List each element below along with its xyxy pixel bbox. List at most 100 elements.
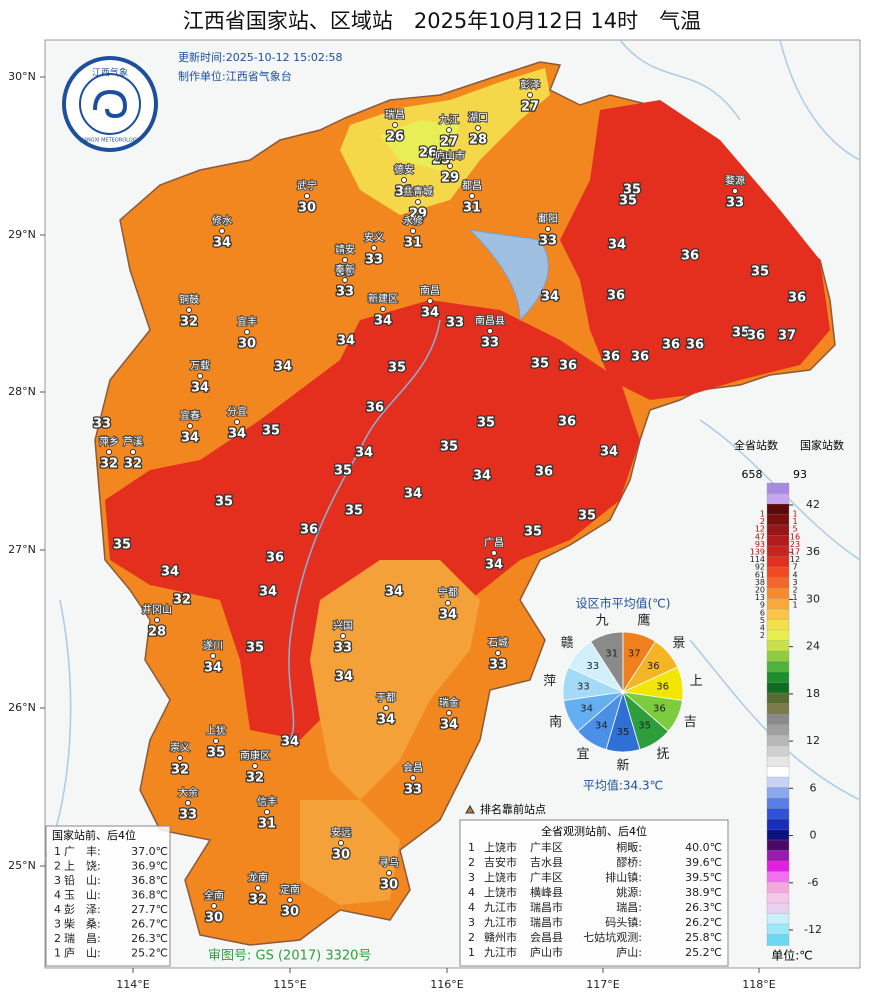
rank-cell: 25.2℃ (131, 947, 168, 960)
station-name: 鄱阳 (538, 212, 558, 225)
station-dot (244, 329, 250, 335)
legend-count: 17 (790, 548, 800, 557)
lon-label: 116°E (430, 978, 463, 991)
station-name: 靖安 (335, 243, 355, 256)
legend-swatch (766, 682, 790, 694)
legend-tick-label: 0 (810, 829, 817, 842)
legend-swatch (766, 514, 790, 526)
station-name: 铜鼓 (179, 293, 199, 306)
station-dot (392, 122, 398, 128)
legend-swatch (766, 566, 790, 579)
rank-marker-icon (465, 804, 475, 814)
station-name: 共青城 (403, 185, 433, 198)
station-dot (469, 193, 475, 199)
station-value: 35 (215, 495, 233, 510)
legend-header: 全省站数 (734, 438, 778, 452)
legend-swatch (766, 934, 790, 946)
legend-swatch (766, 661, 790, 673)
legend-unit: 单位:℃ (771, 948, 813, 963)
rank-cell: 瑞昌市 (530, 900, 563, 914)
station-name: 石城 (488, 637, 508, 649)
pie-value: 34 (580, 704, 593, 715)
legend-swatch (766, 587, 790, 600)
pie-label: 九 (596, 613, 609, 628)
legend-count: 6 (760, 608, 765, 617)
station-value: 34 (281, 735, 299, 750)
station-name: 瑞昌 (385, 109, 405, 121)
legend-header: 国家站数 (800, 438, 844, 452)
legend-swatch (766, 892, 790, 904)
legend-swatch (766, 818, 790, 831)
legend-swatch (766, 776, 790, 789)
legend-swatch (766, 839, 790, 852)
legend-count: 47 (755, 532, 765, 541)
station-value: 28 (469, 133, 487, 148)
station-dot (495, 650, 501, 656)
rank-marker-label: 排名靠前站点 (480, 802, 546, 816)
station-name: 万载 (190, 360, 210, 372)
legend-swatch (766, 724, 790, 736)
legend-tick-label: -6 (808, 876, 819, 889)
legend-swatch (766, 923, 790, 936)
legend-count: 92 (755, 563, 765, 572)
station-value: 25 (432, 153, 450, 168)
rank-cell: 36.8℃ (131, 889, 168, 902)
station-value: 36 (366, 401, 384, 416)
station-value: 27 (440, 135, 458, 150)
producer: 制作单位:江西省气象台 (178, 69, 292, 83)
rank-cell: 会昌县 (530, 931, 563, 944)
station-value: 30 (380, 878, 398, 893)
station-value: 34 (541, 290, 559, 305)
legend-swatch (766, 545, 790, 558)
rank-cell: 码头镇: (605, 915, 642, 929)
update-time: 更新时间:2025-10-12 15:02:58 (178, 50, 343, 64)
station-name: 龙南 (248, 871, 268, 884)
legend-swatch (766, 629, 790, 642)
station-value: 35 (524, 525, 542, 540)
pie-value: 34 (595, 721, 608, 732)
station-name: 分宜 (227, 405, 247, 418)
station-name: 修水 (212, 214, 232, 227)
station-name: 庐山市 (435, 149, 465, 162)
rank-cell: 26.7℃ (131, 918, 168, 931)
legend-swatch (766, 692, 790, 705)
cool-zone (380, 120, 460, 170)
station-value: 32 (249, 893, 267, 908)
station-value: 36 (300, 523, 318, 538)
river (288, 319, 441, 741)
legend-count: 114 (750, 555, 765, 564)
legend-swatch (766, 808, 790, 820)
station-dot (264, 809, 270, 815)
hot-zone (105, 300, 640, 740)
pie-label: 宜 (576, 747, 589, 762)
station-value: 34 (335, 670, 353, 685)
legend-tick-label: 30 (806, 592, 820, 605)
rank-cell: 3 (468, 916, 475, 929)
station-value: 33 (726, 196, 744, 211)
station-value: 34 (377, 713, 395, 728)
station-name: 武宁 (297, 179, 317, 192)
rank-cell: 九江市 (484, 945, 517, 959)
station-dot (340, 633, 346, 639)
pie-label: 南 (549, 714, 562, 730)
station-value: 33 (481, 336, 499, 351)
station-value: 29 (409, 207, 427, 222)
legend-tick-label: 12 (806, 734, 820, 747)
rank-cell: 九江市 (484, 915, 517, 929)
station-name: 奉新 (335, 263, 355, 276)
station-value: 33 (336, 265, 354, 280)
station-value: 35 (345, 504, 363, 519)
station-dot (446, 710, 452, 716)
station-value: 34 (337, 334, 355, 349)
station-value: 33 (404, 783, 422, 798)
pie-label: 抚 (656, 747, 669, 762)
rank-cell: 铅 山: (64, 873, 101, 887)
station-value: 33 (93, 417, 111, 432)
rank-cell: 玉 山: (64, 889, 101, 902)
rank-cell: 2 (54, 860, 61, 873)
station-dot (186, 307, 192, 313)
rank-cell: 4 (54, 903, 61, 916)
station-name: 芦溪 (123, 436, 143, 448)
station-name: 会昌 (403, 761, 423, 774)
